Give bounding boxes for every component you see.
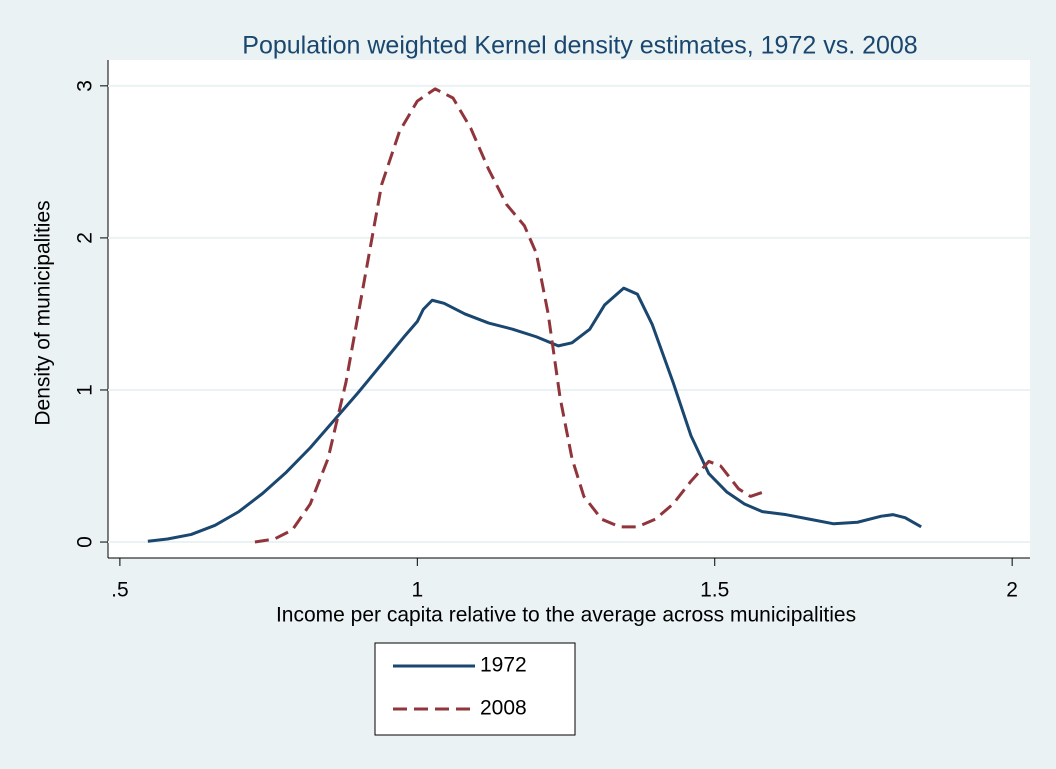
y-axis-label: Density of municipalities xyxy=(32,200,55,425)
x-tick-label: 2 xyxy=(1006,579,1018,602)
x-axis-label: Income per capita relative to the averag… xyxy=(276,604,856,627)
y-tick-label: 2 xyxy=(74,232,97,244)
y-tick-label: 0 xyxy=(74,536,97,548)
chart-title: Population weighted Kernel density estim… xyxy=(242,32,917,60)
y-tick-label: 3 xyxy=(74,80,97,92)
plot-area xyxy=(108,60,1030,558)
x-tick-label: 1 xyxy=(411,579,423,602)
line-series xyxy=(254,87,769,544)
x-tick-label: 1.5 xyxy=(700,579,729,602)
x-tick-label: .5 xyxy=(111,579,129,602)
legend-label: 2008 xyxy=(480,697,527,720)
legend-label: 1972 xyxy=(480,654,527,677)
line-series xyxy=(147,286,922,543)
legend xyxy=(374,642,576,736)
y-tick-label: 1 xyxy=(74,384,97,396)
